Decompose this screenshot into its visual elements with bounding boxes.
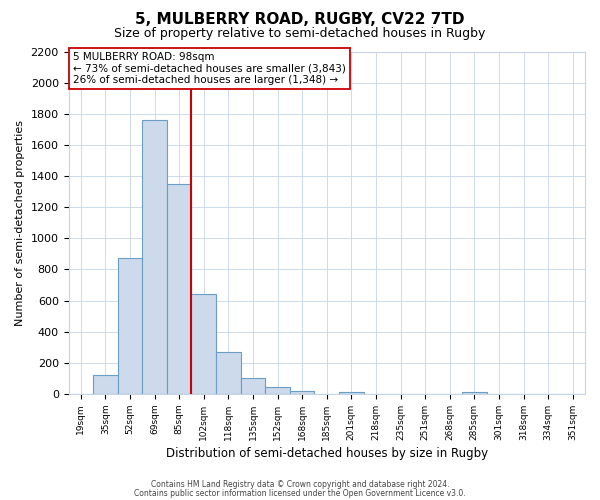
X-axis label: Distribution of semi-detached houses by size in Rugby: Distribution of semi-detached houses by …: [166, 447, 488, 460]
Bar: [93, 376, 118, 394]
Text: 5, MULBERRY ROAD, RUGBY, CV22 7TD: 5, MULBERRY ROAD, RUGBY, CV22 7TD: [135, 12, 465, 28]
Bar: [265, 387, 290, 394]
Bar: [118, 258, 142, 394]
Text: Size of property relative to semi-detached houses in Rugby: Size of property relative to semi-detach…: [115, 28, 485, 40]
Bar: [216, 352, 241, 394]
Bar: [191, 294, 216, 394]
Y-axis label: Number of semi-detached properties: Number of semi-detached properties: [15, 120, 25, 326]
Bar: [167, 184, 191, 394]
Bar: [142, 120, 167, 394]
Text: 5 MULBERRY ROAD: 98sqm
← 73% of semi-detached houses are smaller (3,843)
26% of : 5 MULBERRY ROAD: 98sqm ← 73% of semi-det…: [73, 52, 346, 85]
Text: Contains public sector information licensed under the Open Government Licence v3: Contains public sector information licen…: [134, 488, 466, 498]
Bar: [462, 392, 487, 394]
Text: Contains HM Land Registry data © Crown copyright and database right 2024.: Contains HM Land Registry data © Crown c…: [151, 480, 449, 489]
Bar: [241, 378, 265, 394]
Bar: [290, 391, 314, 394]
Bar: [339, 392, 364, 394]
